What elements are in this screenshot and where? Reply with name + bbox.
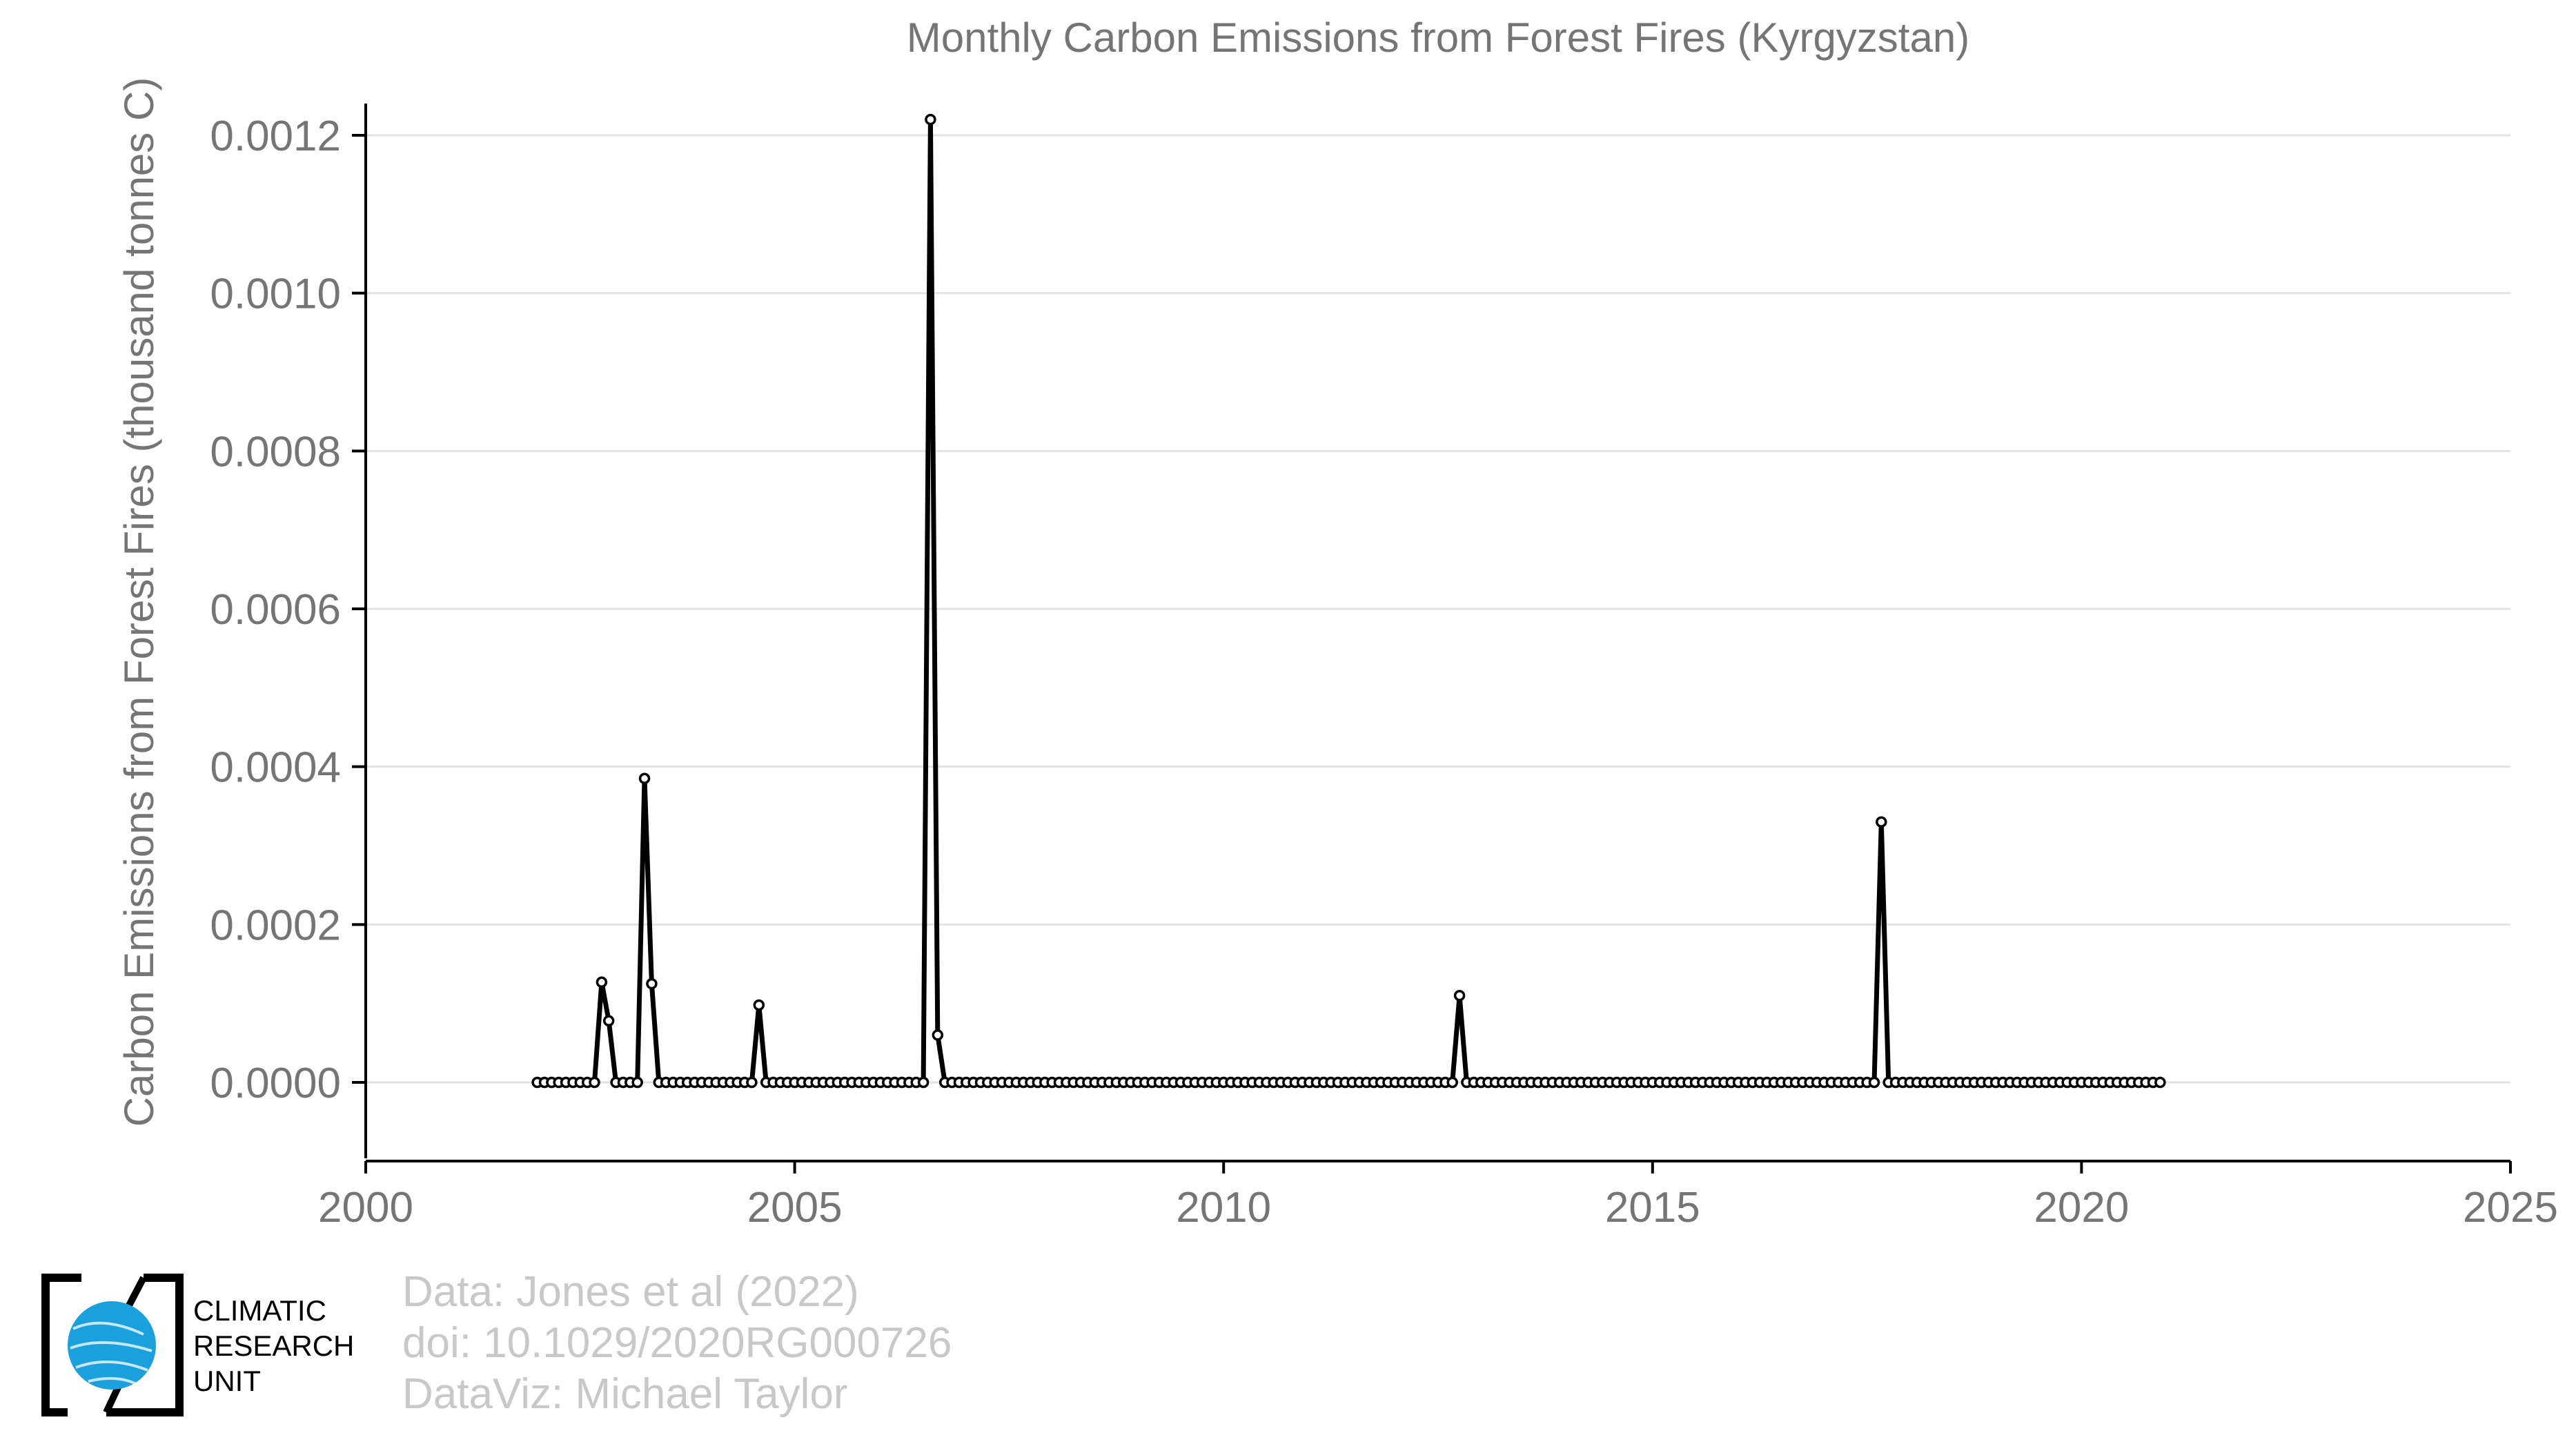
credits: Data: Jones et al (2022) doi: 10.1029/20… bbox=[402, 1267, 952, 1420]
logo-line-1: CLIMATIC bbox=[193, 1294, 326, 1327]
data-point bbox=[925, 113, 936, 126]
y-tick-label: 0.0012 bbox=[210, 113, 341, 160]
y-tick-label: 0.0006 bbox=[210, 586, 341, 634]
credit-data-source: Data: Jones et al (2022) bbox=[402, 1268, 859, 1316]
x-tick-label: 2020 bbox=[2034, 1184, 2129, 1231]
data-point bbox=[589, 1076, 600, 1089]
x-tick-label: 2005 bbox=[747, 1184, 843, 1231]
y-axis-label: Carbon Emissions from Forest Fires (thou… bbox=[116, 77, 162, 1127]
data-point bbox=[917, 1076, 930, 1089]
data-point bbox=[596, 976, 608, 989]
chart-title: Monthly Carbon Emissions from Forest Fir… bbox=[907, 14, 1969, 61]
credit-dataviz: DataViz: Michael Taylor bbox=[402, 1370, 848, 1418]
axes bbox=[352, 104, 2512, 1174]
x-tick-label: 2025 bbox=[2463, 1184, 2558, 1231]
y-tick-label: 0.0002 bbox=[210, 902, 341, 949]
data-point bbox=[2154, 1076, 2166, 1089]
data-point bbox=[646, 977, 658, 990]
tick-labels: 0.0000 0.0002 0.0004 0.0006 0.0008 0.0010 0.00… bbox=[210, 113, 2558, 1231]
data-point bbox=[1446, 1076, 1458, 1089]
x-tick-label: 2015 bbox=[1605, 1184, 1700, 1231]
y-tick-label: 0.0004 bbox=[210, 744, 341, 792]
data-point bbox=[1868, 1076, 1880, 1089]
data-point bbox=[631, 1076, 643, 1089]
data-point bbox=[1453, 989, 1466, 1002]
gridlines bbox=[352, 134, 2510, 1084]
x-tick-label: 2000 bbox=[318, 1184, 413, 1231]
x-tick-label: 2010 bbox=[1176, 1184, 1271, 1231]
data-point bbox=[746, 1076, 758, 1089]
data-point bbox=[932, 1029, 944, 1041]
logo-line-2: RESEARCH bbox=[193, 1330, 355, 1362]
data-point bbox=[753, 999, 765, 1011]
y-tick-label: 0.0008 bbox=[210, 428, 341, 476]
y-tick-label: 0.0000 bbox=[210, 1060, 341, 1107]
cru-logo-text: CLIMATIC RESEARCH UNIT bbox=[193, 1293, 354, 1399]
data-point bbox=[1876, 816, 1887, 828]
data-point bbox=[638, 772, 651, 785]
cru-logo bbox=[40, 1274, 185, 1416]
y-tick-label: 0.0010 bbox=[210, 271, 341, 318]
series bbox=[531, 113, 2166, 1089]
logo-line-3: UNIT bbox=[193, 1365, 261, 1397]
data-point bbox=[602, 1015, 615, 1027]
series-line bbox=[537, 117, 2161, 1085]
credit-doi: doi: 10.1029/2020RG000726 bbox=[402, 1319, 952, 1367]
